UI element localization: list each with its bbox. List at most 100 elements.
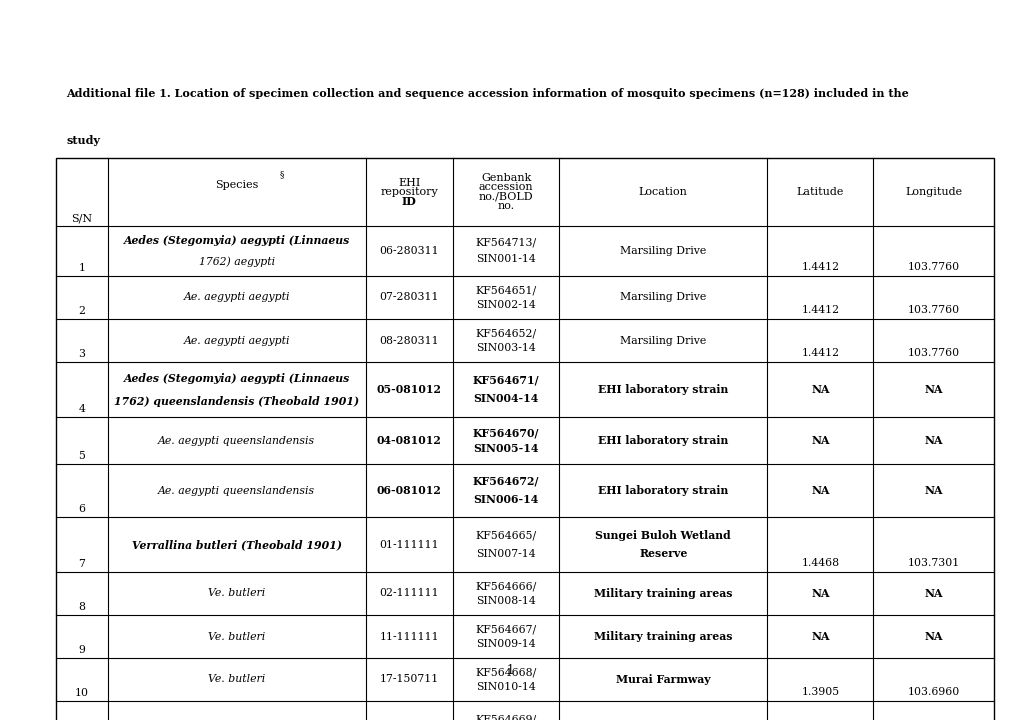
Text: 11-111111: 11-111111 — [379, 631, 439, 642]
Text: 3: 3 — [78, 349, 86, 359]
Text: Marsiling Drive: Marsiling Drive — [620, 292, 706, 302]
Text: NA: NA — [924, 631, 943, 642]
Text: Sungei Buloh Wetland: Sungei Buloh Wetland — [595, 530, 731, 541]
Text: NA: NA — [924, 384, 943, 395]
Text: NA: NA — [924, 588, 943, 599]
Text: 103.7760: 103.7760 — [907, 348, 959, 359]
Text: EHI laboratory strain: EHI laboratory strain — [597, 485, 728, 496]
Text: SIN002-14: SIN002-14 — [476, 300, 535, 310]
Text: 1.4412: 1.4412 — [801, 348, 839, 359]
Text: SIN006-14: SIN006-14 — [473, 494, 538, 505]
Text: KF564652/: KF564652/ — [475, 328, 536, 338]
Text: 04-081012: 04-081012 — [377, 435, 441, 446]
Text: 9: 9 — [78, 645, 86, 655]
Text: 05-081012: 05-081012 — [377, 384, 441, 395]
Text: Military training areas: Military training areas — [593, 588, 732, 599]
Text: NA: NA — [810, 384, 828, 395]
Text: 5: 5 — [78, 451, 86, 461]
Text: Ve. butleri: Ve. butleri — [208, 675, 265, 685]
Text: KF564665/: KF564665/ — [475, 530, 536, 540]
Text: Aedes (Stegomyia) aegypti (Linnaeus: Aedes (Stegomyia) aegypti (Linnaeus — [123, 373, 350, 384]
Text: SIN003-14: SIN003-14 — [476, 343, 535, 353]
Text: Latitude: Latitude — [796, 187, 844, 197]
Text: Ae. aegypti aegypti: Ae. aegypti aegypti — [183, 336, 289, 346]
Text: 103.7760: 103.7760 — [907, 262, 959, 272]
Text: 07-280311: 07-280311 — [379, 292, 439, 302]
Text: 7: 7 — [78, 559, 86, 569]
Text: 1.4412: 1.4412 — [801, 305, 839, 315]
Text: Ae. aegypti aegypti: Ae. aegypti aegypti — [183, 292, 289, 302]
Text: Ae. aegypti queenslandensis: Ae. aegypti queenslandensis — [158, 436, 315, 446]
Text: 1: 1 — [78, 263, 86, 273]
Text: 1.3905: 1.3905 — [801, 688, 839, 698]
Text: Longitude: Longitude — [905, 187, 962, 197]
Text: NA: NA — [810, 588, 828, 599]
Text: 1: 1 — [505, 664, 514, 677]
Text: Military training areas: Military training areas — [593, 631, 732, 642]
Text: Reserve: Reserve — [639, 549, 687, 559]
Text: NA: NA — [924, 435, 943, 446]
Text: no.: no. — [497, 201, 515, 211]
Text: 103.7301: 103.7301 — [907, 559, 959, 568]
Text: 103.6960: 103.6960 — [907, 688, 959, 698]
Text: NA: NA — [810, 631, 828, 642]
Text: 10: 10 — [74, 688, 89, 698]
Text: Additional file 1. Location of specimen collection and sequence accession inform: Additional file 1. Location of specimen … — [66, 88, 908, 99]
Text: EHI: EHI — [397, 178, 420, 188]
Text: Ve. butleri: Ve. butleri — [208, 588, 265, 598]
Text: KF564670/: KF564670/ — [473, 427, 539, 438]
Text: SIN007-14: SIN007-14 — [476, 549, 535, 559]
Text: 08-280311: 08-280311 — [379, 336, 439, 346]
Text: Species: Species — [215, 180, 258, 190]
Text: NA: NA — [810, 485, 828, 496]
Text: SIN008-14: SIN008-14 — [476, 596, 535, 606]
Text: Marsiling Drive: Marsiling Drive — [620, 336, 706, 346]
Text: KF564669/: KF564669/ — [475, 714, 536, 720]
Text: 17-150711: 17-150711 — [379, 675, 438, 685]
Text: study: study — [66, 135, 100, 146]
Text: 1.4468: 1.4468 — [801, 559, 839, 568]
Text: Marsiling Drive: Marsiling Drive — [620, 246, 706, 256]
Text: Murai Farmway: Murai Farmway — [615, 674, 710, 685]
Text: 6: 6 — [78, 504, 86, 514]
Text: KF564713/: KF564713/ — [475, 238, 536, 248]
Text: EHI laboratory strain: EHI laboratory strain — [597, 435, 728, 446]
Text: 2: 2 — [78, 306, 86, 316]
Text: KF564666/: KF564666/ — [475, 581, 536, 591]
Text: S/N: S/N — [71, 213, 93, 223]
Text: Ae. aegypti queenslandensis: Ae. aegypti queenslandensis — [158, 485, 315, 495]
Text: Genbank: Genbank — [480, 173, 531, 183]
Text: 1762) aegypti: 1762) aegypti — [199, 257, 274, 267]
Text: EHI laboratory strain: EHI laboratory strain — [597, 384, 728, 395]
Text: 01-111111: 01-111111 — [379, 539, 439, 549]
Text: repository: repository — [380, 187, 438, 197]
Text: 103.7760: 103.7760 — [907, 305, 959, 315]
Text: Location: Location — [638, 187, 687, 197]
Text: 1762) queenslandensis (Theobald 1901): 1762) queenslandensis (Theobald 1901) — [114, 396, 359, 407]
Text: SIN010-14: SIN010-14 — [476, 682, 535, 692]
Text: §: § — [279, 170, 284, 179]
Text: NA: NA — [810, 435, 828, 446]
Text: ID: ID — [401, 196, 417, 207]
Text: Verrallina butleri (Theobald 1901): Verrallina butleri (Theobald 1901) — [131, 539, 341, 550]
Text: KF564671/: KF564671/ — [472, 374, 539, 386]
Text: SIN001-14: SIN001-14 — [476, 254, 535, 264]
Text: SIN004-14: SIN004-14 — [473, 393, 538, 405]
Text: 02-111111: 02-111111 — [379, 588, 439, 598]
Text: Aedes (Stegomyia) aegypti (Linnaeus: Aedes (Stegomyia) aegypti (Linnaeus — [123, 235, 350, 246]
Text: 06-081012: 06-081012 — [377, 485, 441, 496]
Bar — [56, 158, 994, 720]
Text: 1.4412: 1.4412 — [801, 262, 839, 272]
Text: SIN009-14: SIN009-14 — [476, 639, 535, 649]
Text: Ve. butleri: Ve. butleri — [208, 631, 265, 642]
Text: no./BOLD: no./BOLD — [478, 192, 533, 202]
Text: 4: 4 — [78, 404, 86, 414]
Text: KF564672/: KF564672/ — [473, 476, 539, 487]
Text: KF564667/: KF564667/ — [475, 624, 536, 634]
Text: SIN005-14: SIN005-14 — [473, 443, 538, 454]
Text: KF564651/: KF564651/ — [475, 285, 536, 295]
Text: NA: NA — [924, 485, 943, 496]
Text: accession: accession — [478, 182, 533, 192]
Text: KF564668/: KF564668/ — [475, 667, 536, 678]
Text: 8: 8 — [78, 602, 86, 612]
